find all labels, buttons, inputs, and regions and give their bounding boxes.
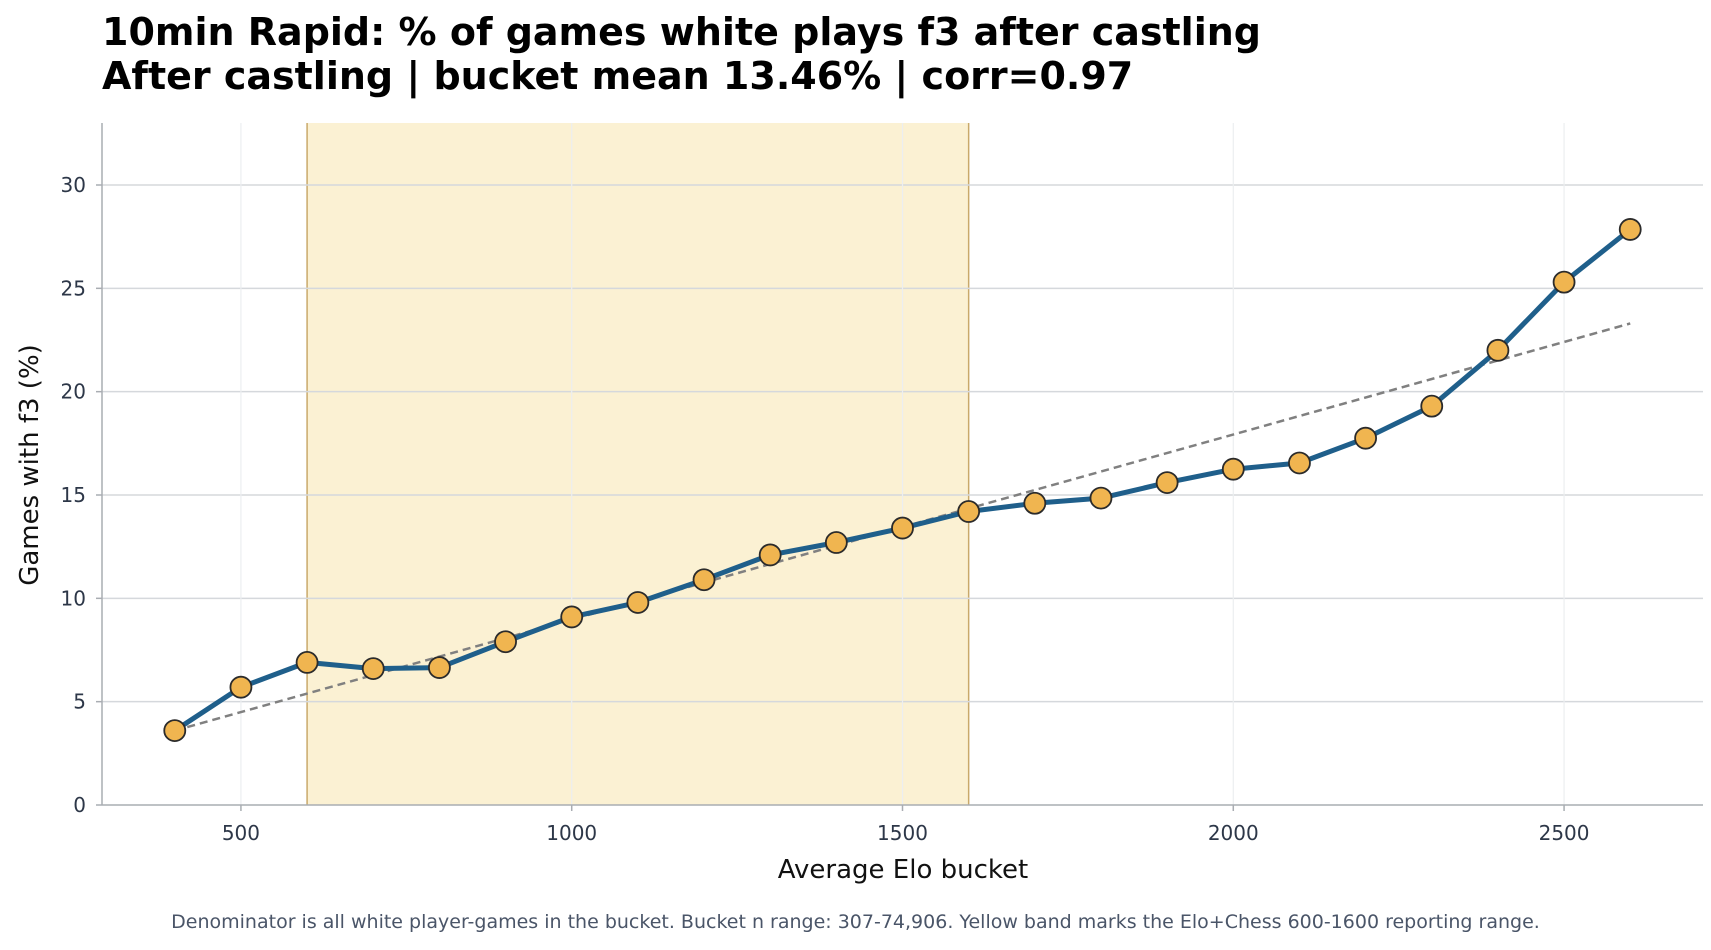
data-point bbox=[758, 543, 782, 567]
data-point bbox=[428, 656, 451, 679]
y-tick-label: 15 bbox=[61, 483, 86, 507]
data-point bbox=[891, 516, 914, 540]
axis-layer: 0 5 10 15 20 25 30 500 1000 1500 2000 2500 bbox=[61, 123, 1703, 845]
data-point bbox=[1354, 426, 1377, 450]
data-point bbox=[1089, 486, 1113, 510]
data-point bbox=[229, 675, 253, 699]
chart-subtitle: After castling | bucket mean 13.46% | co… bbox=[102, 54, 1134, 98]
y-tick-label: 20 bbox=[61, 380, 86, 404]
data-point bbox=[1486, 338, 1510, 362]
data-point bbox=[494, 630, 517, 654]
data-point bbox=[1288, 451, 1311, 475]
chart-title-block: 10min Rapid: % of games white plays f3 a… bbox=[102, 10, 1261, 98]
y-axis-label: Games with f3 (%) bbox=[15, 344, 45, 586]
data-point bbox=[1221, 457, 1245, 481]
y-tick-label: 10 bbox=[61, 586, 86, 610]
x-tick-label: 2500 bbox=[1539, 821, 1590, 845]
x-axis-label: Average Elo bucket bbox=[778, 855, 1028, 885]
x-tick-label: 1000 bbox=[546, 821, 597, 845]
data-point bbox=[692, 568, 716, 592]
series-layer bbox=[163, 218, 1642, 742]
chart-title: 10min Rapid: % of games white plays f3 a… bbox=[102, 10, 1261, 54]
data-point bbox=[1552, 270, 1576, 294]
data-point bbox=[1618, 218, 1642, 241]
data-point bbox=[824, 531, 848, 554]
data-point bbox=[1155, 471, 1179, 495]
data-point bbox=[163, 719, 187, 742]
reporting-band bbox=[307, 123, 969, 805]
chart-footnote: Denominator is all white player-games in… bbox=[171, 911, 1540, 933]
x-tick-label: 500 bbox=[222, 821, 260, 845]
data-point bbox=[560, 605, 584, 629]
data-point bbox=[626, 591, 650, 614]
data-point bbox=[361, 657, 385, 680]
x-tick-label: 1500 bbox=[877, 821, 928, 845]
data-point bbox=[1420, 394, 1444, 418]
line-chart: 0 5 10 15 20 25 30 500 1000 1500 2000 2500 Average … bbox=[15, 123, 1703, 885]
data-point bbox=[957, 500, 981, 523]
data-point bbox=[295, 651, 319, 674]
reporting-band-layer bbox=[306, 123, 970, 805]
x-tick-label: 2000 bbox=[1208, 821, 1259, 845]
y-tick-label: 30 bbox=[61, 173, 86, 197]
y-tick-label: 5 bbox=[73, 690, 86, 714]
y-tick-label: 25 bbox=[61, 276, 86, 300]
data-point bbox=[1023, 491, 1047, 515]
y-tick-label: 0 bbox=[73, 793, 86, 817]
